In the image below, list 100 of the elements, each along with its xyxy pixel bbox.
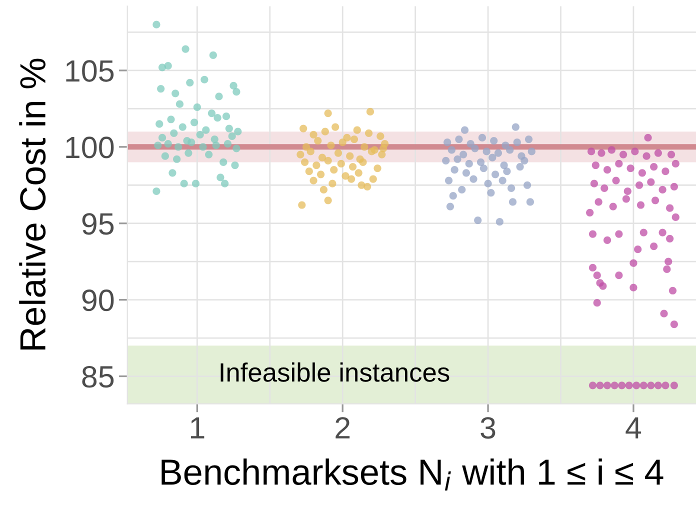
point	[353, 126, 361, 134]
point	[480, 164, 488, 172]
point	[224, 140, 232, 148]
point	[173, 155, 181, 163]
point	[231, 161, 239, 170]
point	[476, 158, 485, 166]
point	[466, 140, 474, 148]
point	[328, 180, 336, 188]
point	[368, 148, 376, 156]
point	[234, 128, 242, 136]
point	[354, 169, 362, 177]
point	[327, 142, 335, 150]
band-label: Infeasible instances	[220, 362, 450, 382]
point	[482, 148, 490, 156]
point	[500, 161, 508, 170]
y-tick-label: 100	[66, 136, 114, 158]
point	[188, 138, 196, 146]
point	[212, 142, 220, 150]
point	[210, 135, 218, 144]
point	[158, 134, 166, 142]
point	[342, 172, 350, 180]
point	[470, 175, 478, 183]
point	[460, 126, 469, 134]
point	[318, 154, 326, 162]
point	[152, 187, 160, 196]
point	[154, 142, 162, 150]
point	[454, 155, 462, 163]
point	[232, 88, 240, 96]
point	[296, 150, 304, 158]
point	[364, 129, 373, 137]
point	[208, 109, 216, 118]
point	[444, 138, 452, 146]
point	[448, 146, 456, 154]
x-tick-label: 4	[626, 417, 642, 438]
point	[474, 216, 482, 224]
point	[205, 150, 213, 158]
y-tick-label: 90	[82, 290, 114, 312]
y-tick-label: 105	[66, 60, 114, 82]
point	[196, 130, 204, 138]
point	[167, 116, 175, 124]
point	[178, 123, 186, 131]
point	[332, 123, 340, 131]
point	[221, 180, 229, 188]
point	[300, 124, 308, 132]
point	[360, 143, 368, 151]
point	[348, 175, 356, 183]
point	[172, 90, 180, 98]
point	[343, 134, 351, 142]
point	[305, 168, 313, 176]
point	[528, 148, 536, 156]
point	[508, 198, 517, 206]
point	[366, 108, 374, 116]
point	[306, 148, 314, 156]
point	[214, 114, 222, 122]
point	[310, 130, 318, 138]
point	[471, 144, 479, 152]
point	[460, 150, 468, 158]
point	[312, 161, 320, 170]
point	[324, 109, 332, 118]
point	[298, 201, 306, 209]
point	[156, 120, 164, 128]
point	[320, 186, 328, 194]
point	[350, 135, 358, 144]
point	[164, 140, 172, 148]
point	[193, 103, 201, 111]
point	[324, 156, 332, 164]
point	[487, 188, 495, 197]
point	[232, 144, 240, 152]
point	[458, 186, 466, 194]
point	[170, 129, 178, 137]
point	[186, 78, 194, 86]
point	[508, 184, 516, 192]
point	[168, 169, 176, 177]
point	[358, 181, 366, 189]
point	[192, 180, 200, 188]
point	[513, 138, 521, 146]
point	[152, 20, 160, 28]
point	[321, 128, 329, 136]
point	[209, 51, 217, 59]
point	[498, 176, 506, 184]
point	[324, 196, 332, 204]
point	[506, 146, 514, 154]
point	[216, 174, 224, 182]
point	[348, 162, 357, 171]
point	[526, 198, 534, 206]
point	[516, 162, 524, 171]
point	[161, 152, 169, 160]
point	[302, 143, 310, 151]
point	[492, 170, 500, 178]
point	[222, 112, 230, 120]
point	[338, 138, 346, 146]
point	[176, 100, 184, 108]
point	[190, 118, 198, 126]
point	[215, 92, 223, 100]
point	[496, 218, 504, 226]
point	[300, 158, 309, 166]
point	[310, 176, 318, 184]
point	[374, 164, 382, 172]
point	[359, 158, 367, 166]
point	[442, 156, 450, 164]
